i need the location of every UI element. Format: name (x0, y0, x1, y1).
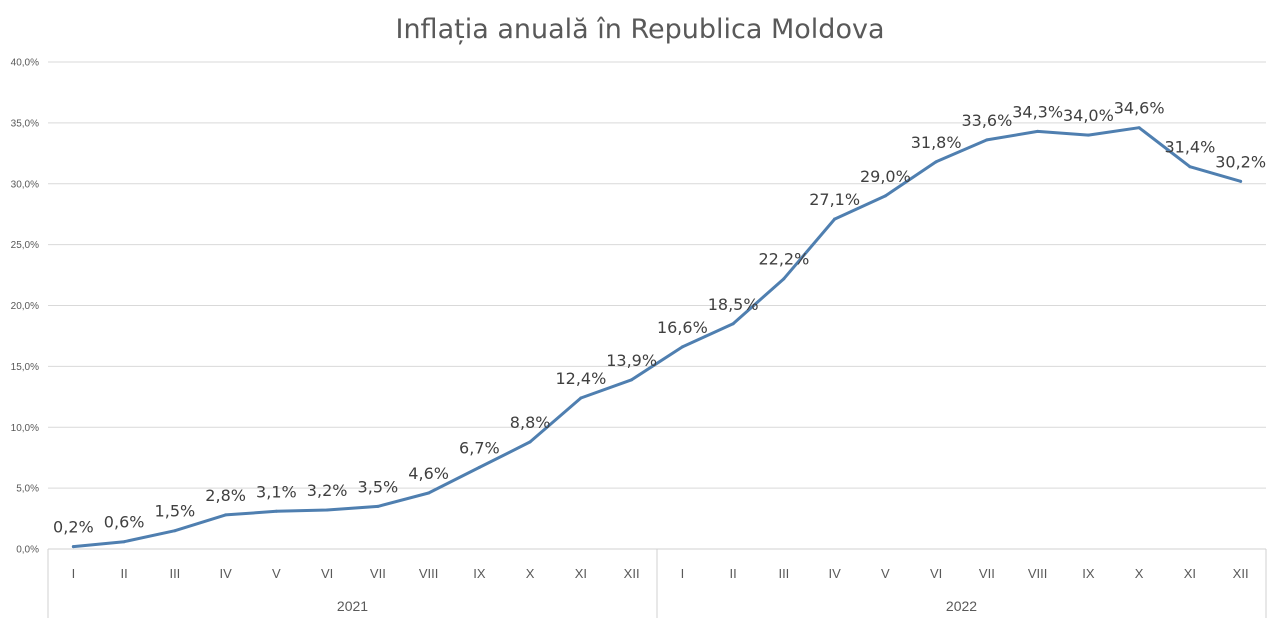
y-tick-label: 20,0% (11, 301, 39, 312)
y-tick-label: 30,0% (11, 179, 39, 190)
data-point (579, 396, 583, 400)
y-tick-labels: 0,0% 5,0% 10,0% 15,0% 20,0% 25,0% 30,0% 35,0% 40… (11, 58, 39, 556)
y-tick-label: 0,0% (16, 545, 39, 556)
x-tick-label: VII (979, 566, 995, 581)
data-point (1239, 179, 1243, 183)
data-point (71, 545, 75, 549)
y-tick-label: 40,0% (11, 58, 39, 69)
x-tick-label: V (881, 566, 890, 581)
year-group-label: 2021 (337, 598, 368, 614)
data-label: 2,8% (205, 486, 246, 505)
data-label: 29,0% (860, 167, 911, 186)
data-point (1036, 129, 1040, 133)
data-point (477, 465, 481, 469)
x-tick-label: XII (1233, 566, 1249, 581)
x-tick-label: XII (624, 566, 640, 581)
data-point (325, 508, 329, 512)
data-point (1086, 133, 1090, 137)
x-tick-label: I (72, 566, 76, 581)
data-label: 34,0% (1063, 106, 1114, 125)
x-tick-label: VIII (419, 566, 439, 581)
data-point (985, 138, 989, 142)
x-tick-label: IX (1082, 566, 1095, 581)
y-tick-label: 35,0% (11, 118, 39, 129)
x-tick-label: VIII (1028, 566, 1048, 581)
data-point (883, 194, 887, 198)
data-label: 0,6% (104, 513, 145, 532)
data-label: 0,2% (53, 518, 94, 537)
data-label: 1,5% (155, 502, 196, 521)
x-tick-label: X (526, 566, 535, 581)
x-tick-label: IV (828, 566, 841, 581)
data-label: 3,1% (256, 482, 297, 501)
data-label: 31,8% (911, 133, 962, 152)
data-point (1188, 165, 1192, 169)
data-point (122, 540, 126, 544)
x-tick-label: V (272, 566, 281, 581)
x-tick-label: III (169, 566, 180, 581)
data-label: 3,5% (358, 477, 399, 496)
x-tick-label: VI (930, 566, 942, 581)
data-point (224, 513, 228, 517)
x-tick-label: IV (219, 566, 232, 581)
year-group-label: 2022 (946, 598, 977, 614)
gridlines (48, 61, 1266, 489)
data-label: 34,6% (1114, 99, 1165, 118)
data-label: 12,4% (555, 369, 606, 388)
chart-title: Inflația anuală în Republica Moldova (395, 14, 885, 45)
data-label: 31,4% (1164, 138, 1215, 157)
y-tick-label: 15,0% (11, 362, 39, 373)
data-label: 22,2% (758, 250, 809, 269)
data-label: 30,2% (1215, 152, 1266, 171)
x-tick-label: XI (1184, 566, 1196, 581)
x-tick-label: VII (370, 566, 386, 581)
series-line-layer (71, 126, 1243, 549)
data-label: 33,6% (961, 111, 1012, 130)
data-label: 6,7% (459, 438, 500, 457)
x-tick-label: VI (321, 566, 333, 581)
data-point (731, 322, 735, 326)
data-labels: 0,2% 0,6% 1,5% 2,8% 3,1% 3,2% 3,5% 4,6% 6,7% 8,8%… (53, 99, 1266, 537)
data-label: 13,9% (606, 351, 657, 370)
data-label: 34,3% (1012, 102, 1063, 121)
x-tick-label: II (121, 566, 128, 581)
data-point (934, 160, 938, 164)
axes (47, 548, 1267, 618)
data-point (1137, 126, 1141, 130)
data-label: 3,2% (307, 481, 348, 500)
data-label: 8,8% (510, 413, 551, 432)
data-label: 18,5% (708, 295, 759, 314)
data-point (376, 504, 380, 508)
data-label: 27,1% (809, 190, 860, 209)
y-tick-label: 5,0% (16, 484, 39, 495)
y-tick-label: 10,0% (11, 423, 39, 434)
data-label: 16,6% (657, 318, 708, 337)
x-tick-label: I (681, 566, 685, 581)
data-point (274, 509, 278, 513)
x-tick-label: IX (473, 566, 486, 581)
data-point (782, 277, 786, 281)
data-point (680, 345, 684, 349)
x-tick-label: XI (575, 566, 587, 581)
y-tick-label: 25,0% (11, 240, 39, 251)
x-tick-label: II (730, 566, 737, 581)
series-line (71, 126, 1243, 549)
x-tick-label: X (1135, 566, 1144, 581)
data-point (427, 491, 431, 495)
data-point (173, 529, 177, 533)
data-label: 4,6% (408, 464, 449, 483)
data-point (630, 378, 634, 382)
data-point (528, 440, 532, 444)
x-tick-label: III (778, 566, 789, 581)
data-point (833, 217, 837, 221)
